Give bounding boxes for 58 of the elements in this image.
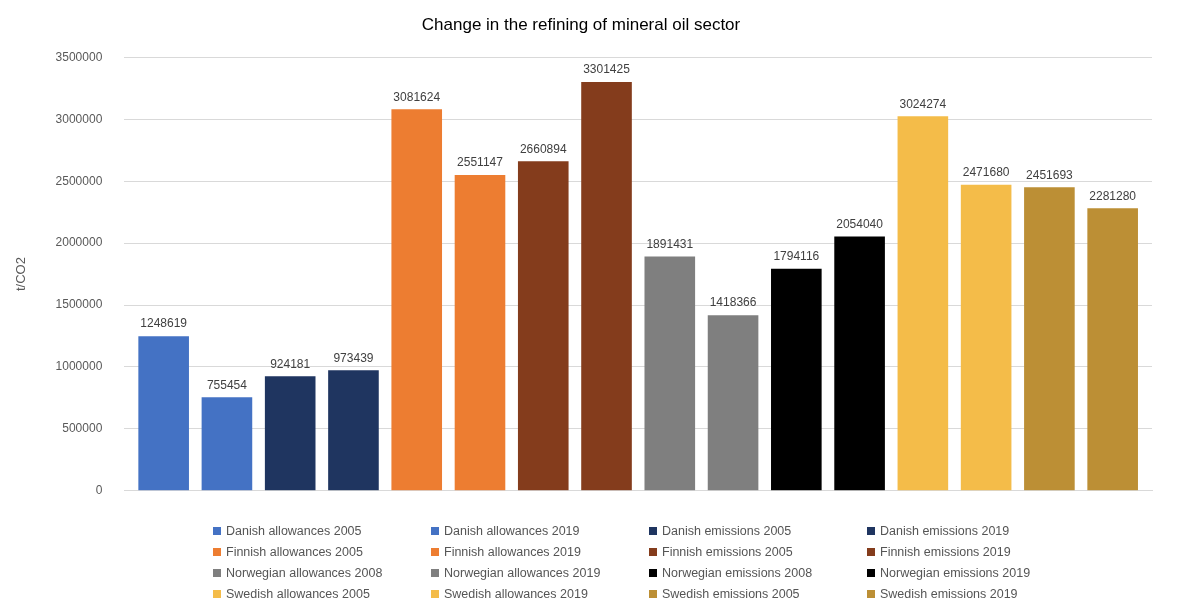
bar	[391, 109, 443, 491]
bar	[707, 315, 759, 491]
bar	[328, 370, 379, 491]
bar	[138, 336, 189, 491]
bar	[1087, 208, 1138, 491]
legend-label: Finnish emissions 2005	[662, 544, 793, 559]
data-label: 3024274	[899, 96, 947, 111]
chart-title: Change in the refining of mineral oil sector	[421, 14, 741, 34]
y-tick-label: 0	[95, 483, 103, 498]
legend-label: Norwegian allowances 2008	[226, 565, 383, 580]
legend-label: Danish allowances 2005	[226, 523, 362, 538]
y-tick-label: 1500000	[55, 297, 103, 312]
legend-label: Norwegian emissions 2008	[662, 565, 813, 580]
legend-label: Swedish allowances 2005	[226, 586, 370, 601]
legend-label: Finnish allowances 2019	[444, 544, 581, 559]
y-axis-title: t/CO2	[13, 257, 29, 292]
data-label: 3081624	[393, 89, 441, 104]
data-label: 1248619	[140, 316, 188, 331]
legend-label: Norwegian allowances 2019	[444, 565, 601, 580]
data-label: 2451693	[1026, 167, 1074, 182]
data-label: 1794116	[773, 248, 820, 263]
data-label: 2551147	[457, 155, 504, 170]
y-tick-label: 3000000	[55, 111, 103, 126]
legend-label: Finnish emissions 2019	[880, 544, 1011, 559]
y-tick-label: 1000000	[55, 359, 103, 374]
legend-label: Swedish emissions 2005	[662, 586, 800, 601]
data-label: 2471680	[962, 165, 1010, 180]
legend-label: Danish emissions 2005	[662, 523, 792, 538]
bar	[771, 268, 822, 491]
bar	[1024, 187, 1075, 491]
data-label: 2281280	[1089, 188, 1137, 203]
data-label: 2660894	[519, 141, 567, 156]
bar	[897, 116, 949, 491]
bar	[201, 397, 253, 491]
data-label: 755454	[206, 377, 248, 392]
y-tick-label: 2000000	[55, 235, 103, 250]
data-label: 3301425	[583, 62, 631, 77]
data-label: 924181	[270, 356, 311, 371]
y-tick-label: 500000	[62, 421, 103, 436]
bar	[960, 184, 1012, 491]
data-label: 2054040	[836, 216, 884, 231]
data-label: 973439	[333, 350, 374, 365]
legend-label: Swedish allowances 2019	[444, 586, 588, 601]
legend-label: Swedish emissions 2019	[880, 586, 1018, 601]
bar	[581, 81, 632, 491]
y-tick-label: 3500000	[55, 49, 103, 64]
legend-label: Danish allowances 2019	[444, 523, 580, 538]
legend-label: Danish emissions 2019	[880, 523, 1010, 538]
bar	[644, 256, 696, 491]
bar	[834, 236, 885, 491]
bar	[454, 174, 506, 491]
data-label: 1891431	[646, 236, 694, 251]
legend-label: Finnish allowances 2005	[226, 544, 363, 559]
y-tick-label: 2500000	[55, 173, 103, 188]
bar	[517, 161, 569, 491]
data-label: 1418366	[709, 295, 757, 310]
legend-label: Norwegian emissions 2019	[880, 565, 1031, 580]
bar	[264, 376, 316, 491]
